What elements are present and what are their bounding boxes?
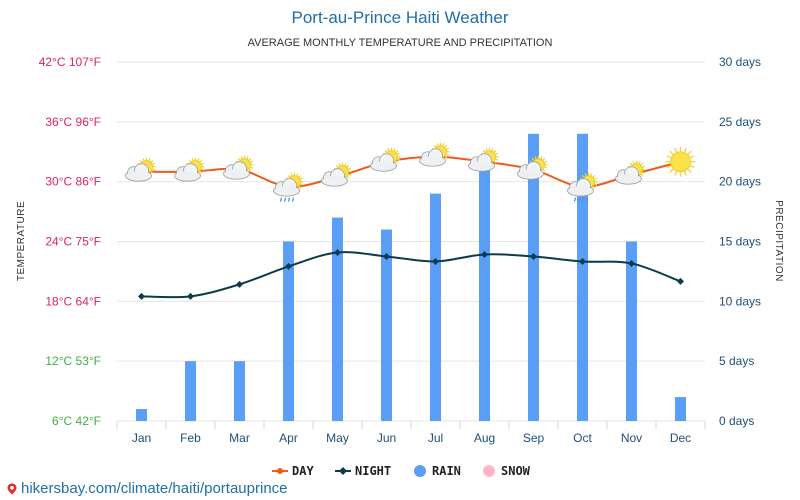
night-temperature-line — [141, 251, 681, 299]
partly-cloudy-icon — [321, 162, 352, 187]
chart-title: Port-au-Prince Haiti Weather — [292, 8, 509, 27]
rain-bars — [136, 133, 686, 422]
rain-bar — [528, 133, 539, 422]
chart-subtitle: AVERAGE MONTHLY TEMPERATURE AND PRECIPIT… — [248, 37, 553, 49]
x-tick-label: Apr — [279, 431, 298, 445]
rain-bar — [234, 361, 245, 421]
left-tick-label: 36°C 96°F — [45, 115, 101, 129]
partly-cloudy-icon — [370, 147, 401, 172]
weather-icons — [125, 142, 696, 202]
rain-bar — [577, 133, 588, 422]
footer-link[interactable]: hikersbay.com/climate/haiti/portauprince — [6, 480, 288, 497]
x-tick-label: Jan — [132, 431, 151, 445]
partly-cloudy-icon — [517, 155, 548, 180]
right-tick-label: 10 days — [719, 294, 761, 308]
rain-bar — [283, 241, 294, 421]
left-tick-label: 42°C 107°F — [39, 55, 101, 69]
sun-icon — [665, 146, 696, 177]
night-point — [236, 280, 243, 288]
x-tick-label: Dec — [670, 431, 691, 445]
left-tick-label: 18°C 64°F — [45, 294, 101, 308]
x-tick-label: Jul — [428, 431, 443, 445]
chart-legend: DAY NIGHT RAIN SNOW — [272, 464, 531, 478]
partly-cloudy-icon — [125, 157, 156, 182]
night-point — [677, 277, 684, 285]
night-point — [579, 257, 586, 265]
night-point — [432, 257, 439, 265]
y-axis-right-title: PRECIPITATION — [773, 200, 784, 282]
partly-cloudy-icon — [615, 160, 646, 185]
rain-bar — [675, 397, 686, 421]
night-point — [530, 252, 537, 260]
night-point — [285, 262, 292, 270]
partly-cloudy-icon — [468, 147, 499, 172]
left-tick-label: 12°C 53°F — [45, 354, 101, 368]
legend-label: SNOW — [501, 464, 531, 478]
axis-ticks: 42°C 107°F 36°C 96°F 30°C 86°F 24°C 75°F 18°… — [39, 55, 761, 445]
legend-snow[interactable]: SNOW — [483, 464, 531, 478]
rain-bar — [430, 193, 441, 421]
x-tick-label: Feb — [180, 431, 201, 445]
night-point — [334, 248, 341, 256]
x-tick-label: Aug — [474, 431, 495, 445]
partly-cloudy-icon — [223, 155, 254, 180]
location-pin-icon — [7, 483, 17, 494]
footer-text: hikersbay.com/climate/haiti/portauprince — [21, 480, 288, 497]
partly-cloudy-icon — [419, 142, 450, 167]
right-tick-label: 25 days — [719, 115, 761, 129]
grid-lines — [116, 61, 706, 429]
legend-night[interactable]: NIGHT — [335, 464, 391, 478]
left-tick-label: 6°C 42°F — [52, 414, 101, 428]
x-tick-label: Nov — [621, 431, 642, 445]
night-point — [383, 252, 390, 260]
x-tick-label: Sep — [523, 431, 545, 445]
rain-bar — [332, 217, 343, 421]
x-tick-label: Mar — [229, 431, 250, 445]
x-tick-label: May — [326, 431, 349, 445]
right-tick-label: 0 days — [719, 414, 754, 428]
x-tick-label: Jun — [377, 431, 396, 445]
night-point — [187, 292, 194, 300]
cloud-rain-icon — [567, 172, 598, 202]
night-point — [138, 292, 145, 300]
left-tick-label: 24°C 75°F — [45, 235, 101, 249]
y-axis-left-title: TEMPERATURE — [16, 201, 27, 281]
rain-bar — [626, 241, 637, 421]
legend-label: NIGHT — [355, 464, 391, 478]
rain-bar — [136, 409, 147, 421]
night-point — [481, 250, 488, 258]
right-tick-label: 15 days — [719, 235, 761, 249]
legend-rain[interactable]: RAIN — [414, 464, 461, 478]
legend-label: RAIN — [432, 464, 461, 478]
partly-cloudy-icon — [174, 157, 205, 182]
legend-day[interactable]: DAY — [272, 464, 314, 478]
rain-bar — [381, 229, 392, 421]
right-tick-label: 20 days — [719, 175, 761, 189]
rain-bar — [479, 169, 490, 421]
right-tick-label: 5 days — [719, 354, 754, 368]
rain-bar — [185, 361, 196, 421]
day-temperature-line — [141, 155, 681, 188]
x-tick-label: Oct — [573, 431, 592, 445]
left-tick-label: 30°C 86°F — [45, 175, 101, 189]
cloud-rain-icon — [273, 172, 304, 202]
night-point — [628, 259, 635, 267]
temperature-lines — [138, 154, 684, 300]
right-tick-label: 30 days — [719, 55, 761, 69]
legend-label: DAY — [292, 464, 314, 478]
